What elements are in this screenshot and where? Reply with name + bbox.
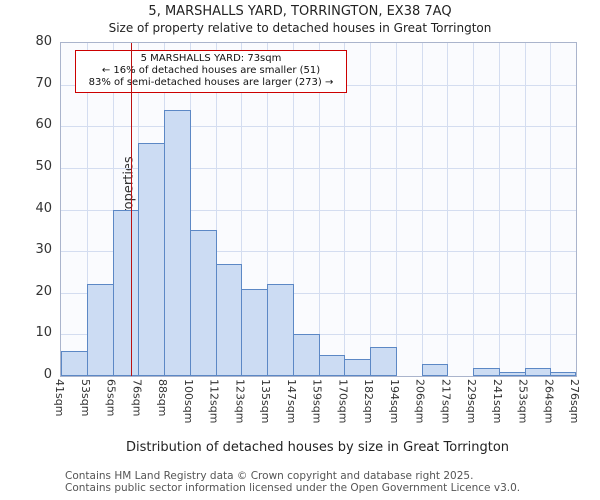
x-tick-label: 217sqm	[439, 379, 453, 424]
x-tick-label: 112sqm	[207, 379, 221, 424]
histogram-bar	[189, 230, 217, 376]
x-tick-label: 65sqm	[104, 379, 118, 417]
gridline-vertical	[241, 43, 243, 376]
annotation-line-1: 5 MARSHALLS YARD: 73sqm	[140, 53, 282, 64]
plot-area: Number of detached properties 5 MARSHALL…	[60, 42, 577, 377]
histogram-bar	[138, 142, 165, 376]
x-tick-label: 241sqm	[490, 379, 504, 424]
x-tick-label: 76sqm	[130, 379, 144, 417]
x-tick-label: 276sqm	[568, 379, 581, 424]
x-tick-label: 41sqm	[53, 379, 66, 417]
chart-subtitle: Size of property relative to detached ho…	[108, 21, 492, 35]
gridline-vertical	[292, 43, 294, 376]
histogram-bar	[86, 284, 114, 376]
x-tick-label: 170sqm	[336, 379, 350, 424]
gridline-vertical	[395, 43, 397, 376]
histogram-bar	[524, 367, 552, 376]
histogram-bar	[421, 363, 449, 376]
gridline-vertical	[344, 43, 346, 376]
x-tick-label: 53sqm	[78, 379, 92, 417]
footer-attribution-1: Contains HM Land Registry data © Crown c…	[65, 470, 474, 482]
gridline-vertical	[498, 43, 500, 376]
property-annotation-box: 5 MARSHALLS YARD: 73sqm ← 16% of detache…	[75, 50, 347, 93]
gridline-vertical	[370, 43, 371, 376]
y-tick-label: 0	[43, 367, 52, 382]
gridline-vertical	[550, 43, 552, 376]
gridline-vertical	[421, 43, 423, 376]
annotation-line-2: ← 16% of detached houses are smaller (51…	[101, 65, 321, 76]
y-tick-label: 10	[35, 325, 52, 341]
y-tick-label: 20	[35, 283, 52, 299]
histogram-bar	[318, 355, 346, 376]
x-tick-label: 123sqm	[233, 379, 247, 424]
gridline-vertical	[215, 43, 217, 376]
x-tick-label: 194sqm	[387, 379, 401, 424]
x-tick-label: 135sqm	[259, 379, 272, 424]
y-tick-label: 70	[35, 75, 52, 91]
gridline-vertical	[318, 43, 320, 376]
x-tick-label: 182sqm	[362, 379, 375, 424]
annotation-line-3: 83% of semi-detached houses are larger (…	[88, 77, 334, 88]
gridline-vertical	[473, 43, 474, 376]
x-tick-label: 100sqm	[181, 379, 195, 424]
x-tick-label: 229sqm	[465, 379, 478, 424]
x-axis-label: Distribution of detached houses by size …	[125, 440, 510, 455]
histogram-bar	[370, 346, 397, 376]
y-tick-label: 40	[35, 200, 52, 216]
gridline-vertical	[267, 43, 268, 376]
x-tick-label: 253sqm	[516, 379, 530, 424]
x-tick-label: 159sqm	[310, 379, 324, 424]
histogram-bar	[241, 288, 268, 376]
histogram-bar	[473, 367, 500, 376]
x-tick-label: 264sqm	[542, 379, 556, 424]
histogram-bar	[292, 334, 320, 376]
histogram-bar	[61, 351, 88, 376]
gridline-vertical	[524, 43, 526, 376]
chart-title: 5, MARSHALLS YARD, TORRINGTON, EX38 7AQ	[148, 4, 452, 19]
histogram-bar	[112, 209, 140, 376]
x-tick-label: 147sqm	[284, 379, 298, 424]
y-tick-label: 30	[35, 242, 52, 258]
histogram-bar	[267, 284, 294, 376]
gridline-vertical	[447, 43, 449, 376]
histogram-bar	[344, 359, 371, 376]
histogram-bar	[215, 263, 243, 376]
y-tick-label: 80	[35, 34, 52, 49]
y-tick-label: 60	[35, 117, 52, 133]
y-tick-label: 50	[35, 158, 52, 174]
histogram-bar	[164, 109, 191, 376]
x-tick-label: 206sqm	[413, 379, 427, 424]
histogram-bar	[498, 371, 526, 376]
gridline-vertical	[86, 43, 88, 376]
x-tick-label: 88sqm	[156, 379, 169, 417]
histogram-bar	[550, 371, 576, 376]
footer-attribution-2: Contains public sector information licen…	[65, 482, 521, 494]
property-size-marker-line	[131, 43, 133, 376]
